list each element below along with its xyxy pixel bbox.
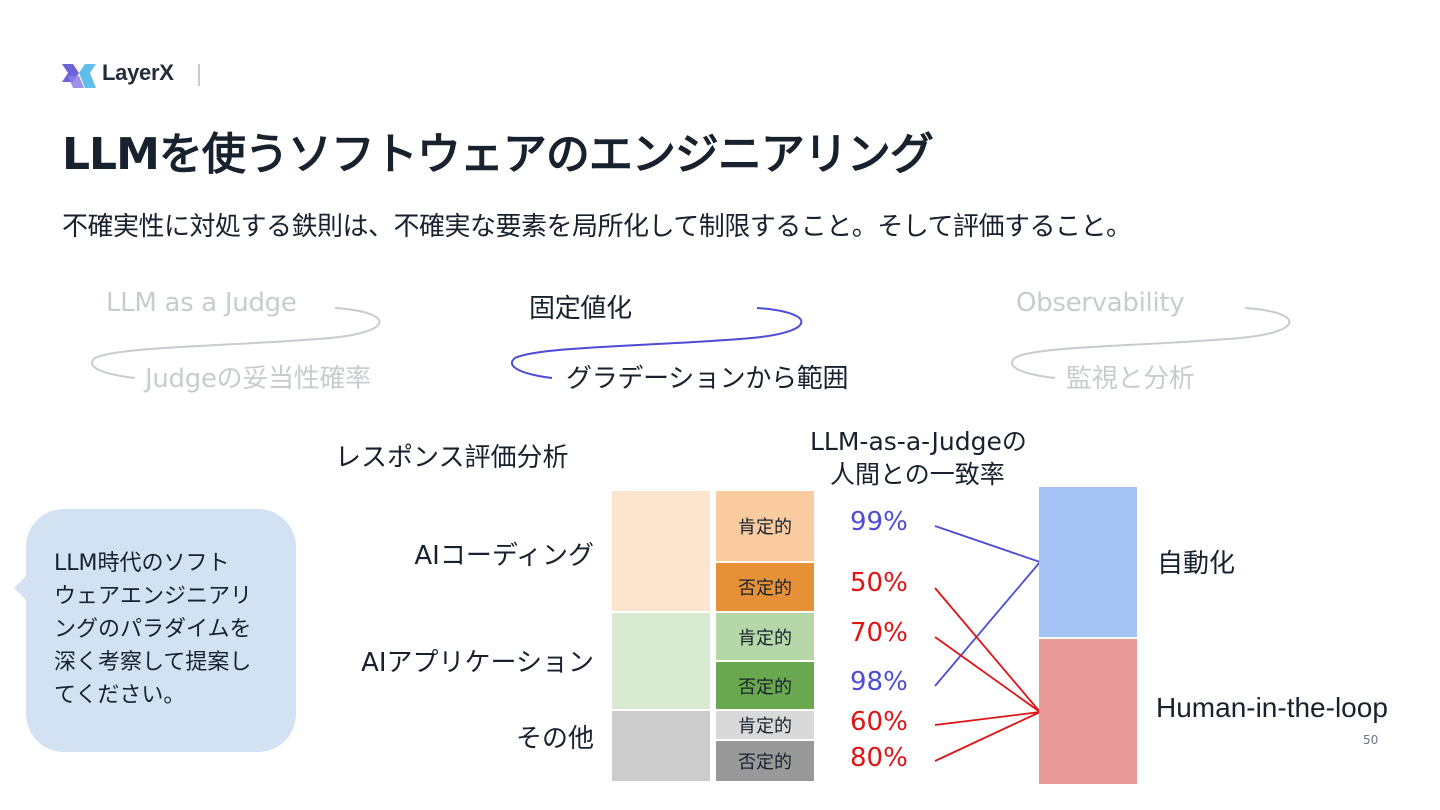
sub-block-other-negative: 否定的 xyxy=(716,741,814,781)
sub-label: 否定的 xyxy=(738,752,792,773)
sub-label: 否定的 xyxy=(738,578,792,599)
agreement-pct-other-negative: 80% xyxy=(850,743,908,773)
agreement-pct-ai-coding-negative: 50% xyxy=(850,568,908,598)
sub-block-other-positive: 肯定的 xyxy=(716,711,814,739)
flow-fixed-bottom: グラデーションから範囲 xyxy=(566,364,849,394)
outcome-block-human-in-the-loop xyxy=(1039,639,1137,784)
sub-label: 肯定的 xyxy=(738,716,792,737)
sub-block-ai-coding-negative: 否定的 xyxy=(716,563,814,611)
route-line-other-positive xyxy=(934,711,1041,726)
flow-curve-observability xyxy=(1010,307,1291,379)
route-line-ai-coding-negative xyxy=(934,587,1041,713)
agreement-pct-ai-application-positive: 70% xyxy=(850,618,908,648)
sub-block-ai-application-positive: 肯定的 xyxy=(716,613,814,660)
category-label-ai-coding: AIコーディング xyxy=(414,541,594,571)
bubble-text-line: ングのパラダイムを xyxy=(54,617,252,642)
sub-label: 肯定的 xyxy=(738,627,792,649)
flow-observability-top: Observability xyxy=(1016,288,1185,318)
outcome-label-automation: 自動化 xyxy=(1157,549,1236,579)
bubble-text-line: 深く考察して提案し xyxy=(54,650,252,675)
bubble-text-line: てください。 xyxy=(54,683,186,708)
sub-block-ai-coding-positive: 肯定的 xyxy=(716,491,814,561)
outcome-label-human-in-the-loop: Human-in-the-loop xyxy=(1156,692,1388,723)
sub-label: 肯定的 xyxy=(738,517,792,538)
route-line-ai-application-positive xyxy=(934,636,1041,713)
flow-fixed-top: 固定値化 xyxy=(529,294,632,324)
analysis-section-title: レスポンス評価分析 xyxy=(335,443,569,473)
agreement-pct-ai-coding-positive: 99% xyxy=(850,507,908,537)
route-line-ai-application-negative xyxy=(934,561,1041,687)
flow-curve-judge xyxy=(90,307,381,379)
page-number: 50 xyxy=(1363,733,1379,747)
category-block-ai-coding xyxy=(612,491,710,611)
sub-label: 否定的 xyxy=(738,676,792,698)
agreement-title-line2: 人間との一致率 xyxy=(830,460,1005,489)
layerx-logo-icon xyxy=(62,64,96,88)
flow-judge-bottom: Judgeの妥当性確率 xyxy=(145,364,371,394)
slide-title: LLMを使うソフトウェアのエンジニアリング xyxy=(62,129,934,180)
category-label-ai-application: AIアプリケーション xyxy=(361,648,594,678)
flow-judge-top: LLM as a Judge xyxy=(106,288,297,318)
category-block-other xyxy=(612,711,710,781)
flow-observability-bottom: 監視と分析 xyxy=(1066,364,1195,394)
agreement-title-line1: LLM-as-a-Judgeの xyxy=(810,427,1027,456)
category-block-ai-application xyxy=(612,613,710,709)
category-label-other: その他 xyxy=(515,724,594,754)
agreement-pct-other-positive: 60% xyxy=(850,707,908,737)
bubble-text-line: LLM時代のソフト xyxy=(54,551,230,576)
route-line-other-negative xyxy=(934,711,1041,762)
brand-name: LayerX xyxy=(102,60,174,85)
sub-block-ai-application-negative: 否定的 xyxy=(716,662,814,709)
bubble-text-line: ウェアエンジニアリ xyxy=(54,584,253,609)
header-divider xyxy=(198,64,200,86)
outcome-block-automation xyxy=(1039,487,1137,637)
flow-curve-fixed xyxy=(511,307,803,379)
agreement-pct-ai-application-negative: 98% xyxy=(850,667,908,697)
prompt-speech-bubble: LLM時代のソフト ウェアエンジニアリ ングのパラダイムを 深く考察して提案し … xyxy=(26,509,296,752)
route-line-ai-coding-positive xyxy=(934,525,1041,563)
slide-subtitle: 不確実性に対処する鉄則は、不確実な要素を局所化して制限すること。そして評価するこ… xyxy=(62,212,1132,242)
